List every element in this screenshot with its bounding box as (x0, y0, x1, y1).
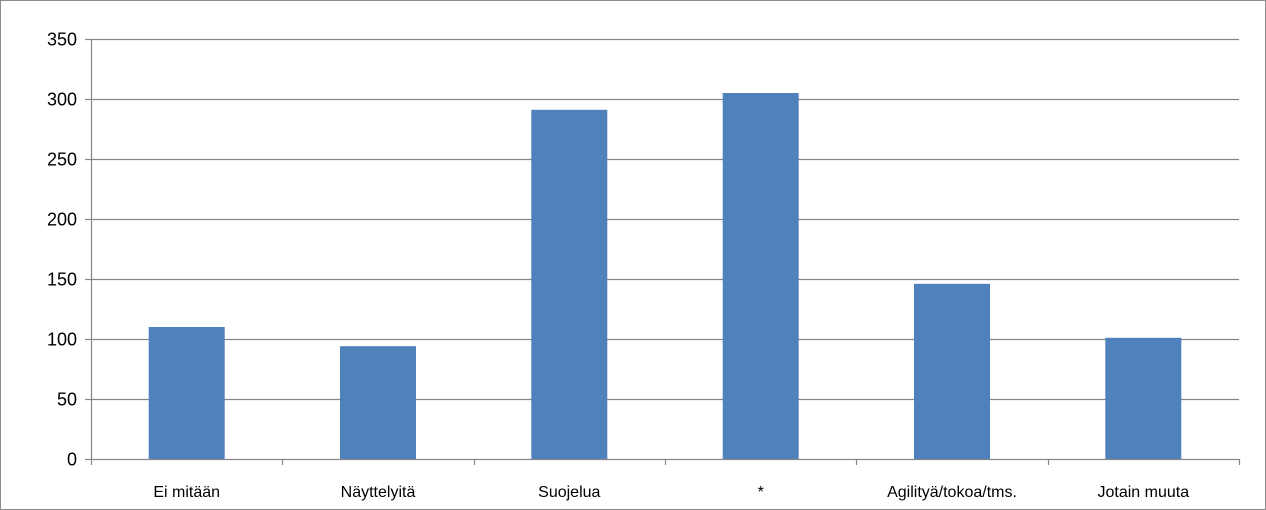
y-tick-label: 100 (47, 330, 77, 350)
y-tick-label: 0 (67, 450, 77, 470)
y-tick-label: 250 (47, 150, 77, 170)
x-tick-labels: Ei mitään Näyttelyitä Suojelua * Agilityä/to… (153, 484, 1189, 501)
bar (1105, 337, 1182, 459)
gridlines (91, 38, 1239, 401)
x-tick-label: Jotain muuta (1097, 484, 1189, 501)
y-tick-labels: 0 50 100 150 200 250 300 350 (47, 30, 77, 470)
bars (148, 93, 1182, 460)
x-tick-label: * (758, 484, 764, 501)
y-tick-label: 200 (47, 210, 77, 230)
x-tick-label: Suojelua (538, 484, 600, 501)
axes (85, 38, 1241, 465)
bar (914, 283, 990, 459)
bar (722, 93, 799, 459)
x-tick-label: Ei mitään (153, 484, 220, 501)
bar (340, 346, 416, 459)
y-tick-label: 350 (47, 30, 77, 50)
y-tick-label: 50 (57, 390, 77, 410)
x-tick-label: Agilityä/tokoa/tms. (887, 484, 1017, 501)
bar (148, 327, 225, 459)
x-tick-label: Näyttelyitä (341, 484, 416, 501)
y-tick-label: 300 (47, 90, 77, 110)
bar (531, 109, 608, 460)
y-tick-label: 150 (47, 270, 77, 290)
